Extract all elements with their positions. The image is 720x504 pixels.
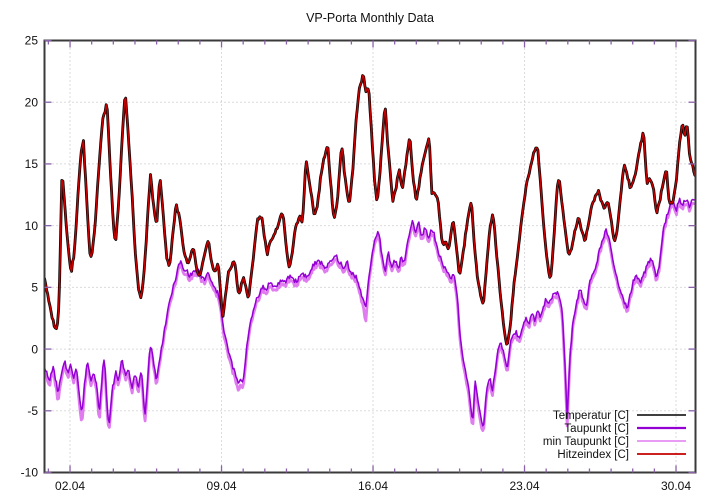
legend-label-min_taupunkt: min Taupunkt [C] — [543, 436, 629, 448]
series-taupunkt-line — [44, 197, 696, 427]
series-min_taupunkt-line — [44, 200, 696, 432]
y-axis-tick-label: -10 — [21, 466, 39, 480]
y-axis-tick-label: 25 — [25, 34, 39, 48]
series-hitzeindex-line — [44, 74, 696, 345]
legend-label-taupunkt: Taupunkt [C] — [564, 423, 629, 435]
plot-area — [44, 74, 696, 432]
legend-label-temperatur: Temperatur [C] — [553, 410, 629, 422]
x-axis-tick-label: 16.04 — [358, 479, 388, 493]
x-axis-tick-label: 02.04 — [55, 479, 85, 493]
chart-title: VP-Porta Monthly Data — [306, 11, 434, 25]
legend: Temperatur [C]Taupunkt [C]min Taupunkt [… — [543, 410, 686, 461]
y-axis-tick-label: 5 — [31, 281, 38, 295]
y-axis-tick-label: 10 — [25, 219, 39, 233]
y-axis-tick-label: 15 — [25, 157, 39, 171]
series-temperatur-line — [44, 74, 696, 346]
x-axis-tick-label: 30.04 — [661, 479, 691, 493]
y-axis-tick-label: 20 — [25, 95, 39, 109]
y-axis-tick-label: 0 — [31, 342, 38, 356]
y-axis-tick-label: -5 — [27, 404, 38, 418]
x-axis-tick-label: 09.04 — [207, 479, 237, 493]
plot-border — [43, 39, 697, 474]
tick-marks — [44, 39, 696, 474]
legend-label-hitzeindex: Hitzeindex [C] — [557, 449, 629, 461]
x-axis-tick-label: 23.04 — [510, 479, 540, 493]
